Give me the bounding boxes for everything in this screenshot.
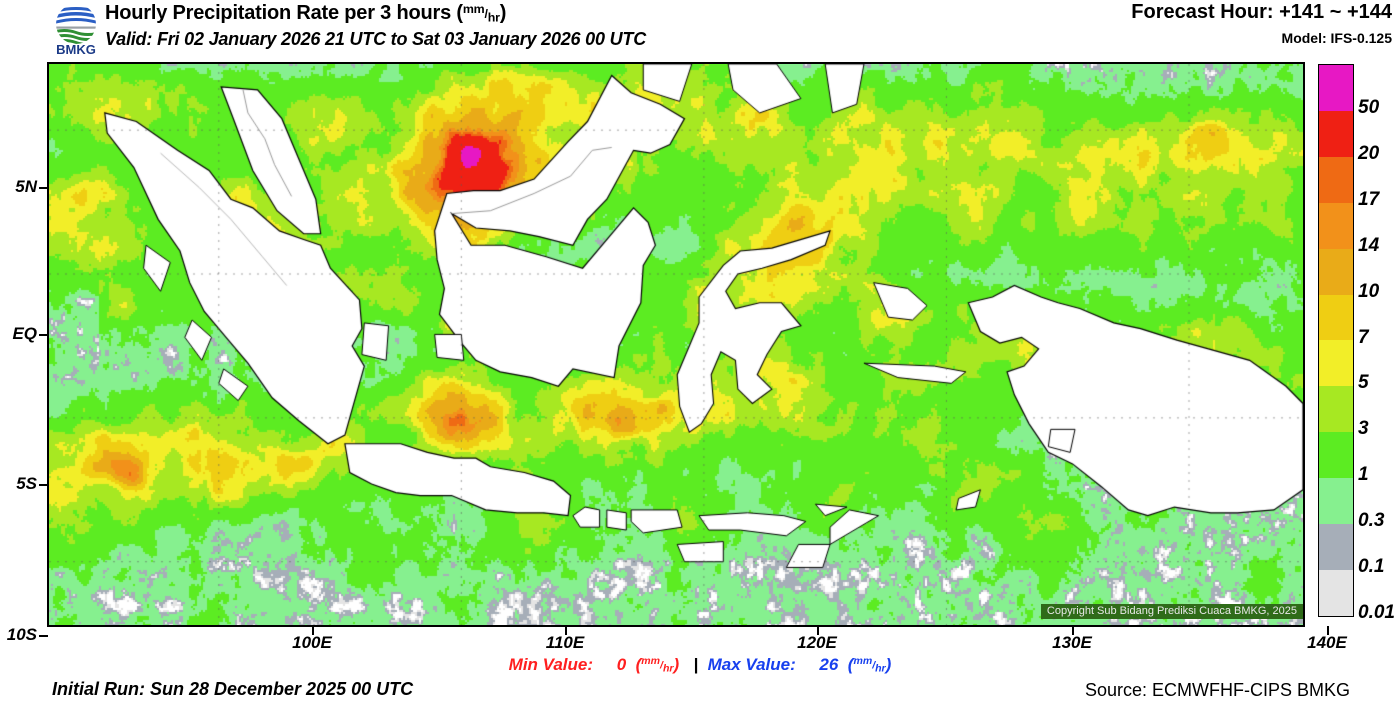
legend-band-1: [1319, 432, 1353, 479]
unit-numerator: mm: [462, 1, 485, 16]
page-title-unit: (mm/hr): [456, 1, 507, 25]
legend-label-20: 20: [1358, 142, 1380, 164]
page-title: Hourly Precipitation Rate per 3 hours (m…: [105, 2, 506, 25]
lon-tick-mark-120E: [817, 626, 819, 635]
min-value: 0: [616, 655, 627, 674]
lat-tick-mark-5S: [39, 484, 48, 486]
lon-tick-mark-130E: [1072, 626, 1074, 635]
lat-tick-mark-EQ: [39, 334, 48, 336]
legend-label-5: 5: [1358, 372, 1369, 394]
copyright-watermark: Copyright Sub Bidang Prediksi Cuaca BMKG…: [1040, 604, 1303, 619]
legend-labels: 50 20 17 14 10 7 5 3 1 0.3 0.1 0.01: [1358, 64, 1400, 623]
legend-band-17: [1319, 156, 1353, 203]
header: BMKG Hourly Precipitation Rate per 3 hou…: [0, 0, 1400, 58]
lon-tick-mark-140E: [1327, 626, 1329, 635]
legend-label-17: 17: [1358, 188, 1380, 210]
minmax-separator: |: [693, 655, 699, 674]
legend-label-50: 50: [1358, 96, 1380, 118]
legend-label-10: 10: [1358, 280, 1380, 302]
legend-colorbar: [1318, 64, 1354, 617]
min-value-label: Min Value:: [508, 655, 594, 674]
legend-label-0p3: 0.3: [1358, 510, 1385, 532]
legend-band-3: [1319, 386, 1353, 433]
legend-band-5: [1319, 340, 1353, 387]
legend-band-10: [1319, 248, 1353, 295]
lon-tick-label-100E: 100E: [292, 633, 332, 652]
lat-tick-mark-5N: [39, 187, 48, 189]
max-unit-den: hr: [875, 663, 886, 676]
model-text: Model: IFS-0.125: [1281, 30, 1392, 46]
initial-run-text: Initial Run: Sun 28 December 2025 00 UTC: [52, 679, 414, 699]
precipitation-map[interactable]: Copyright Sub Bidang Prediksi Cuaca BMKG…: [47, 62, 1305, 627]
legend-label-1: 1: [1358, 464, 1369, 486]
unit-denominator: hr: [487, 10, 500, 25]
legend-band-50: [1319, 65, 1353, 111]
legend-band-20: [1319, 110, 1353, 157]
svg-text:BMKG: BMKG: [56, 42, 96, 55]
lat-tick-mark-10S: [39, 635, 48, 637]
legend-label-3: 3: [1358, 418, 1369, 440]
page-title-text: Hourly Precipitation Rate per 3 hours: [105, 2, 452, 24]
lat-tick-label-5N: 5N: [15, 177, 37, 196]
source-text: Source: ECMWFHF-CIPS BMKG: [1084, 680, 1350, 700]
lat-tick-label-EQ: EQ: [12, 324, 37, 343]
max-unit-num: mm: [853, 655, 873, 668]
forecast-hour-text: Forecast Hour: +141 ~ +144: [1131, 1, 1392, 23]
lon-tick-label-110E: 110E: [545, 633, 585, 652]
valid-time-text: Valid: Fri 02 January 2026 21 UTC to Sat…: [105, 29, 646, 49]
legend-band-7: [1319, 294, 1353, 341]
legend-label-7: 7: [1358, 326, 1369, 348]
min-unit-den: hr: [662, 663, 674, 676]
minmax-readout: Min Value: 0 (mm/hr) | Max Value: 26 (mm…: [508, 655, 892, 676]
lon-tick-mark-100E: [312, 626, 314, 635]
legend-label-14: 14: [1358, 234, 1380, 256]
lon-tick-label-130E: 130E: [1052, 633, 1092, 652]
legend-label-0p1: 0.1: [1358, 556, 1385, 578]
bmkg-logo: BMKG: [47, 3, 105, 55]
min-unit-num: mm: [641, 655, 661, 668]
lon-tick-label-140E: 140E: [1307, 633, 1347, 652]
lon-tick-mark-110E: [565, 626, 567, 635]
legend-label-0p01: 0.01: [1358, 602, 1395, 623]
max-value-label: Max Value:: [707, 655, 796, 674]
legend-band-0p1: [1319, 524, 1353, 570]
max-value: 26: [819, 655, 839, 674]
precipitation-raster: [49, 64, 1303, 625]
legend-band-14: [1319, 202, 1353, 249]
lon-tick-label-120E: 120E: [797, 633, 837, 652]
lat-tick-label-10S: 10S: [6, 625, 37, 644]
lat-tick-label-5S: 5S: [16, 474, 37, 493]
legend-band-0p01: [1319, 569, 1353, 616]
legend-band-0p3: [1319, 478, 1353, 525]
